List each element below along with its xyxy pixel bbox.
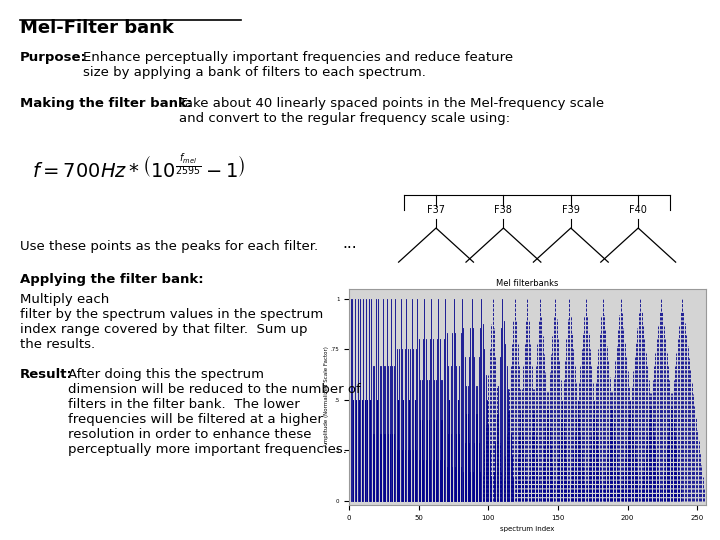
Text: Purpose:: Purpose:	[20, 51, 87, 64]
Text: Enhance perceptually important frequencies and reduce feature
size by applying a: Enhance perceptually important frequenci…	[83, 51, 513, 79]
Text: F39: F39	[562, 205, 580, 215]
Text: Use these points as the peaks for each filter.: Use these points as the peaks for each f…	[20, 240, 318, 253]
Text: F37: F37	[427, 205, 445, 215]
X-axis label: spectrum index: spectrum index	[500, 526, 554, 532]
Text: Multiply each
filter by the spectrum values in the spectrum
index range covered : Multiply each filter by the spectrum val…	[20, 293, 323, 350]
Text: Making the filter bank:: Making the filter bank:	[20, 97, 192, 110]
Text: ...: ...	[343, 237, 357, 251]
Text: Take about 40 linearly spaced points in the Mel-frequency scale
and convert to t: Take about 40 linearly spaced points in …	[179, 97, 603, 125]
Text: Mel-Filter bank: Mel-Filter bank	[20, 19, 174, 37]
Text: Applying the filter bank:: Applying the filter bank:	[20, 273, 204, 286]
Y-axis label: Amplitude (Normalized Scale Factor): Amplitude (Normalized Scale Factor)	[324, 347, 329, 447]
Text: After doing this the spectrum
dimension will be reduced to the number of
filters: After doing this the spectrum dimension …	[68, 368, 361, 456]
Text: $f = 700Hz*\left(10^{\frac{f_{mel}}{2595}}-1\right)$: $f = 700Hz*\left(10^{\frac{f_{mel}}{2595…	[32, 154, 246, 181]
Text: F38: F38	[495, 205, 513, 215]
Title: Mel filterbanks: Mel filterbanks	[496, 279, 559, 288]
Text: Result:: Result:	[20, 368, 73, 381]
Text: F40: F40	[629, 205, 647, 215]
